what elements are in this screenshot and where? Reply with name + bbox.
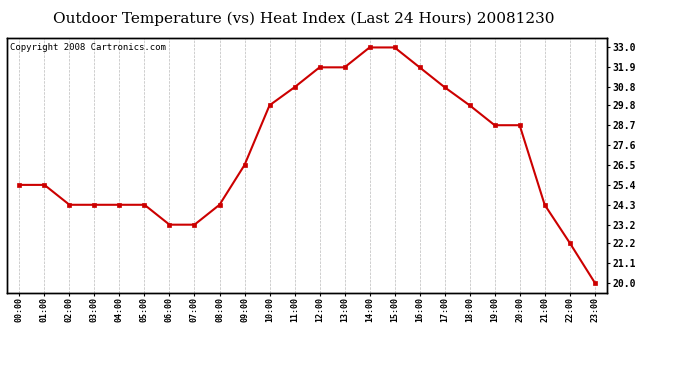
Text: Outdoor Temperature (vs) Heat Index (Last 24 Hours) 20081230: Outdoor Temperature (vs) Heat Index (Las…	[53, 11, 554, 26]
Text: Copyright 2008 Cartronics.com: Copyright 2008 Cartronics.com	[10, 43, 166, 52]
